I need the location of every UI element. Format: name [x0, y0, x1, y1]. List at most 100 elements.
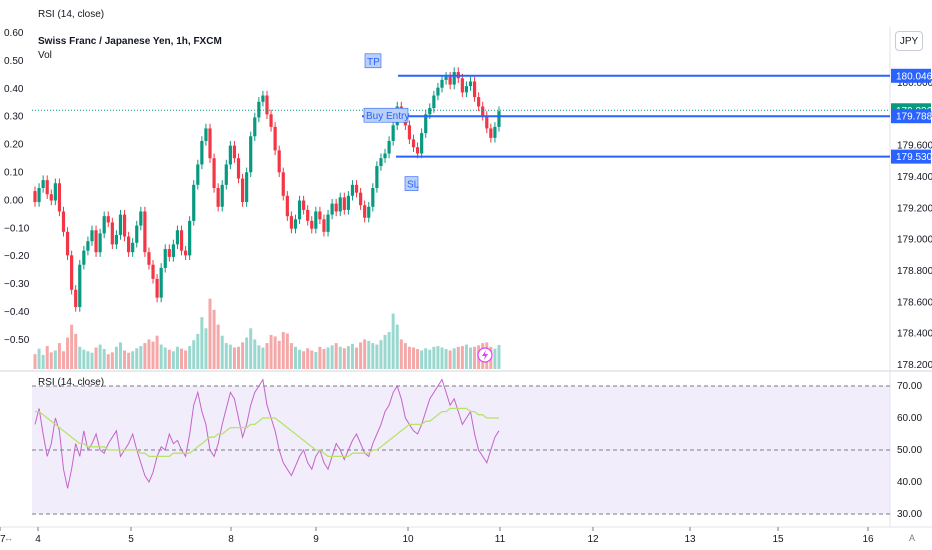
candle-body	[497, 111, 501, 127]
time-axis-tick: 12	[587, 534, 599, 545]
left-axis-tick: −0.20	[4, 251, 30, 262]
level-tag	[891, 68, 931, 83]
candle-body	[359, 192, 363, 206]
candle-body	[306, 209, 310, 221]
volume-bar	[208, 298, 212, 369]
currency-selector[interactable]: JPY	[895, 31, 923, 51]
candle-body	[253, 117, 257, 137]
candle-body	[216, 187, 220, 207]
candle-body	[135, 225, 139, 243]
volume-bar	[159, 344, 163, 369]
price-axis-tick: 178.400	[897, 329, 932, 340]
candle-body	[261, 95, 265, 102]
candle-body	[265, 95, 269, 115]
time-axis-tick: 11	[495, 534, 506, 545]
candle-body	[114, 234, 118, 245]
auto-scale-icon[interactable]: A	[909, 533, 915, 543]
volume-bar	[66, 337, 70, 369]
volume-bar	[383, 334, 387, 369]
volume-bar	[192, 340, 196, 369]
volume-bar	[245, 337, 249, 369]
candle-body	[322, 219, 326, 232]
volume-bar	[45, 346, 49, 369]
time-axis-tick: 4	[35, 534, 41, 545]
volume-bar	[363, 339, 367, 369]
rsi-pane: 70.00 60.00 50.00 40.00 30.00	[32, 378, 922, 520]
level-label[interactable]: SL	[407, 180, 420, 191]
candle-body	[86, 241, 90, 251]
volume-bar	[184, 350, 188, 369]
candle-body	[53, 183, 57, 201]
level-label[interactable]: Buy Entry	[366, 111, 409, 122]
rsi-pane-label[interactable]: RSI (14, close)	[38, 377, 104, 388]
candle-body	[33, 191, 37, 203]
candle-body	[424, 114, 428, 134]
candle-body	[448, 76, 452, 85]
volume-bar	[78, 346, 82, 369]
top-indicator-label[interactable]: RSI (14, close)	[38, 9, 104, 20]
volume-bar	[416, 349, 420, 369]
volume-bar	[493, 348, 497, 369]
volume-bar	[261, 347, 265, 369]
volume-bar	[37, 348, 41, 369]
candle-body	[196, 164, 200, 185]
left-axis-tick: 0.10	[4, 168, 24, 179]
lightning-icon[interactable]	[477, 347, 493, 363]
volume-bar	[265, 343, 269, 369]
candle-body	[175, 230, 180, 245]
candle-body	[204, 128, 208, 141]
candle-body	[228, 145, 232, 165]
candle-body	[297, 200, 302, 220]
volume-bar	[200, 317, 204, 369]
volume-bar	[269, 334, 273, 369]
volume-bar	[318, 346, 322, 369]
volume-bar	[232, 347, 236, 369]
level-label-box[interactable]	[363, 107, 409, 123]
volume-bar	[420, 350, 424, 369]
volume-bar	[412, 347, 416, 369]
candle-body	[367, 206, 371, 218]
volume-bar	[444, 349, 448, 369]
candle-body	[82, 250, 86, 265]
volume-bar	[249, 328, 253, 369]
time-axis-tick: 10	[402, 534, 414, 545]
level-tag-text: 180.046	[896, 71, 932, 82]
candle-body	[281, 172, 285, 196]
candle-body	[379, 158, 383, 167]
symbol-title[interactable]: Swiss Franc / Japanese Yen, 1h, FXCM	[38, 36, 222, 47]
time-axis[interactable]: 4 5 8 9 10 11 12 13 15 16 17	[0, 527, 874, 545]
volume-bar	[399, 339, 403, 369]
volume-bar	[53, 350, 57, 369]
level-label-box[interactable]	[404, 176, 419, 191]
volume-label[interactable]: Vol	[38, 50, 52, 61]
volume-bar	[102, 349, 106, 369]
timezone-icon[interactable]: ↔	[4, 533, 13, 543]
candle-body	[493, 126, 497, 138]
volume-bar	[216, 324, 220, 369]
candle-body	[240, 178, 245, 203]
candle-body	[41, 180, 45, 188]
volume-bar	[139, 346, 143, 369]
volume-bar	[350, 343, 354, 369]
volume-bar	[436, 346, 440, 369]
level-label-box[interactable]	[364, 53, 382, 69]
level-label[interactable]: TP	[367, 57, 380, 68]
volume-bar	[82, 349, 86, 369]
volume-bar	[326, 347, 330, 369]
candle-body	[118, 214, 123, 235]
volume-bar	[460, 346, 464, 369]
candle-body	[375, 166, 379, 188]
volume-bar	[98, 344, 102, 369]
volume-bar	[41, 354, 45, 369]
volume-bar	[151, 341, 155, 369]
volume-bar	[468, 347, 472, 369]
candle-body	[57, 183, 62, 212]
volume-bar	[241, 342, 245, 369]
volume-bar	[387, 332, 391, 369]
candle-body	[420, 133, 424, 154]
candle-body	[224, 164, 228, 185]
volume-bar	[334, 343, 338, 369]
candle-body	[232, 145, 237, 159]
